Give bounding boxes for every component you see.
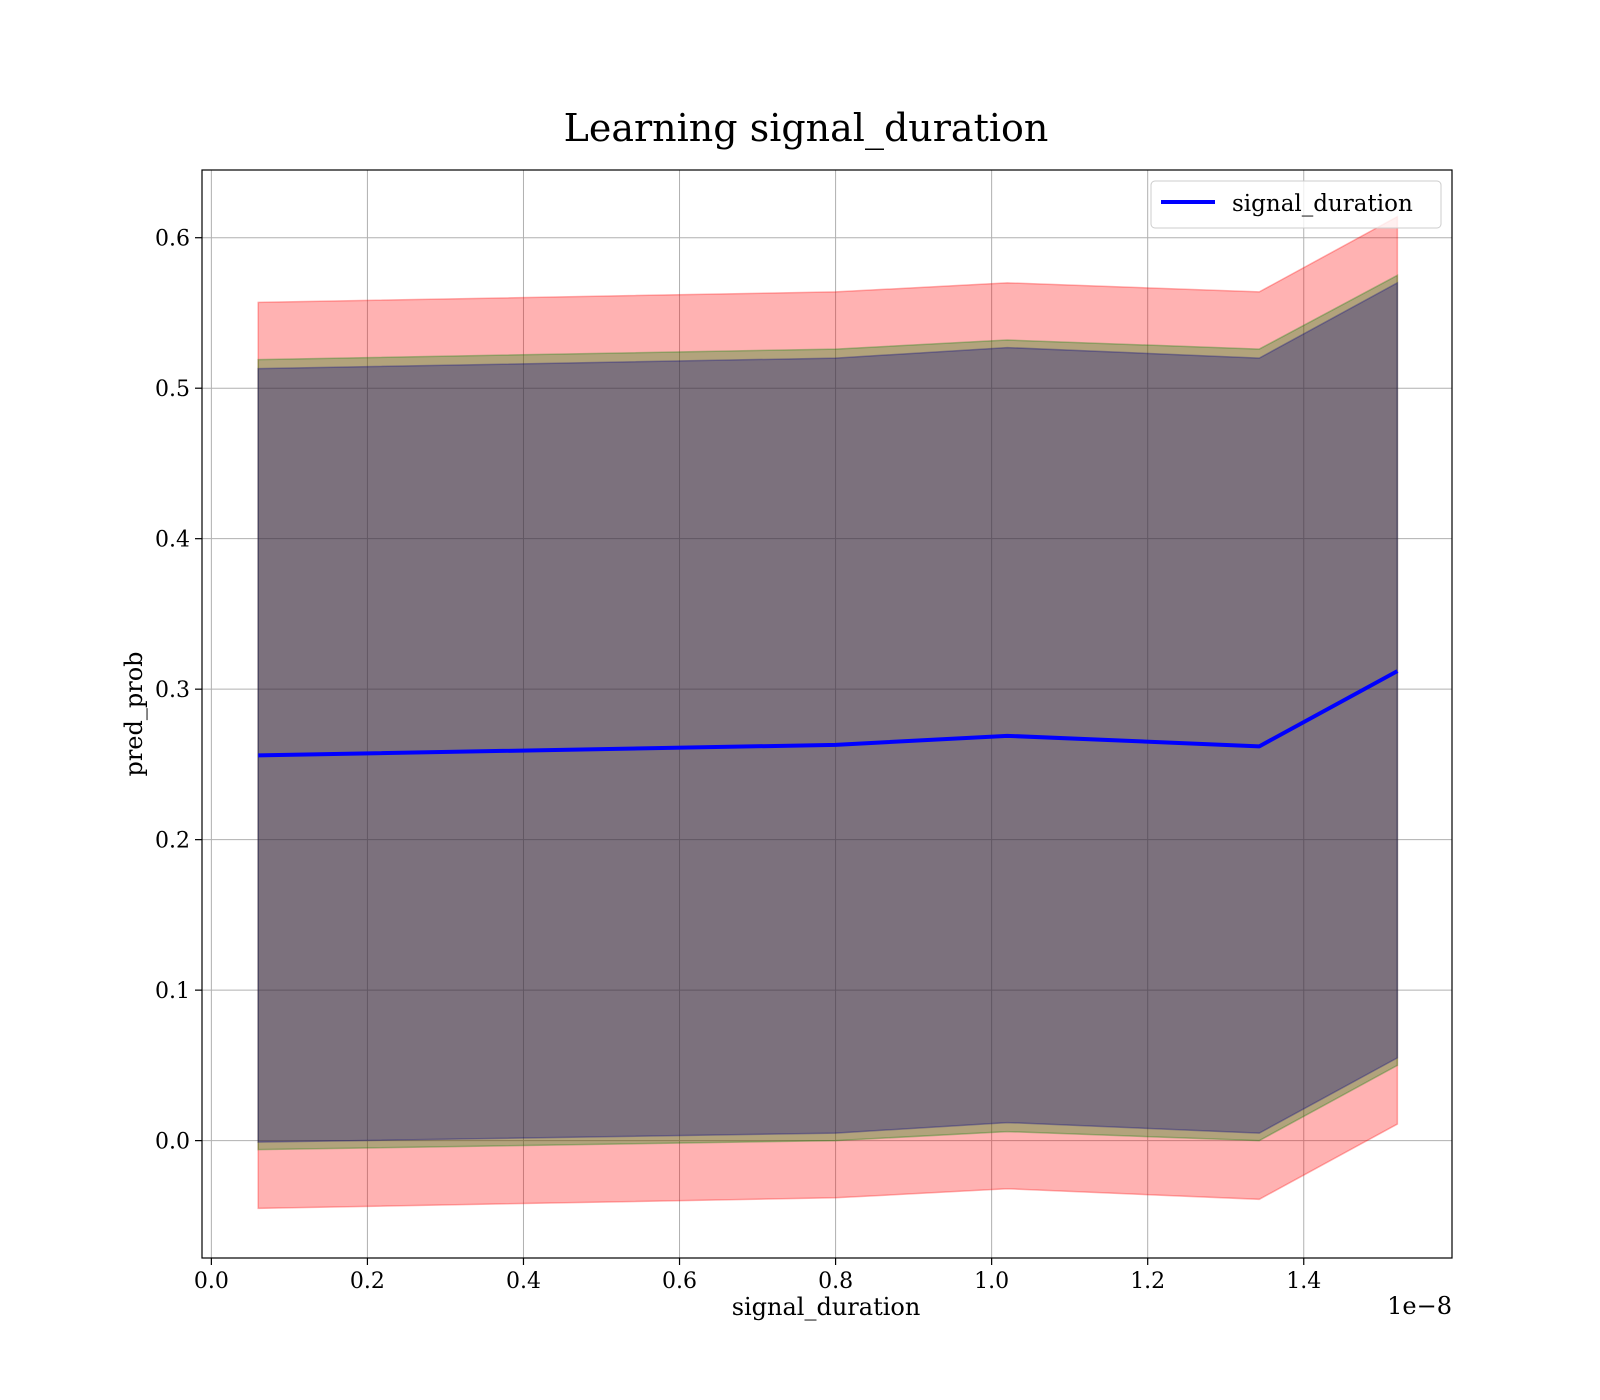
y-tick-label-2: 0.2 [155, 829, 190, 854]
legend-label: signal_duration [1232, 191, 1413, 217]
confidence-band-0 [257, 215, 1399, 1210]
x-tick-label-5: 1.0 [974, 1269, 1009, 1294]
plot-frame [201, 169, 1453, 1259]
x-axis-offset-label: 1e−8 [1387, 1292, 1452, 1320]
legend-box [1150, 180, 1442, 229]
y-axis-ticks: 0.0 0.1 0.2 0.3 0.4 0.5 0.6 [155, 227, 202, 1155]
x-tick-label-6: 1.2 [1130, 1269, 1165, 1294]
chart-title: Learning signal_duration [564, 106, 1049, 151]
confidence-band-1 [257, 274, 1399, 1151]
y-tick-label-0: 0.0 [155, 1130, 190, 1155]
series-line-0 [258, 669, 1399, 758]
y-tick-label-3: 0.3 [155, 678, 190, 703]
y-tick-label-5: 0.5 [155, 377, 190, 402]
y-tick-label-1: 0.1 [155, 979, 190, 1004]
x-tick-label-1: 0.2 [350, 1269, 385, 1294]
confidence-bands [257, 215, 1399, 1210]
confidence-band-2 [257, 281, 1399, 1143]
x-axis-label: signal_duration [732, 1293, 921, 1321]
x-tick-label-0: 0.0 [194, 1269, 229, 1294]
grid [202, 170, 1452, 1258]
x-tick-label-7: 1.4 [1286, 1269, 1321, 1294]
y-axis-label: pred_prob [120, 651, 148, 776]
x-axis-ticks: 0.0 0.2 0.4 0.6 0.8 1.0 1.2 1.4 [194, 1258, 1321, 1294]
x-tick-label-3: 0.6 [662, 1269, 697, 1294]
y-tick-label-6: 0.6 [155, 227, 190, 252]
x-tick-label-4: 0.8 [818, 1269, 853, 1294]
series-lines [258, 669, 1399, 758]
x-tick-label-2: 0.4 [506, 1269, 541, 1294]
legend: signal_duration [1150, 180, 1442, 229]
y-tick-label-4: 0.4 [155, 528, 190, 553]
